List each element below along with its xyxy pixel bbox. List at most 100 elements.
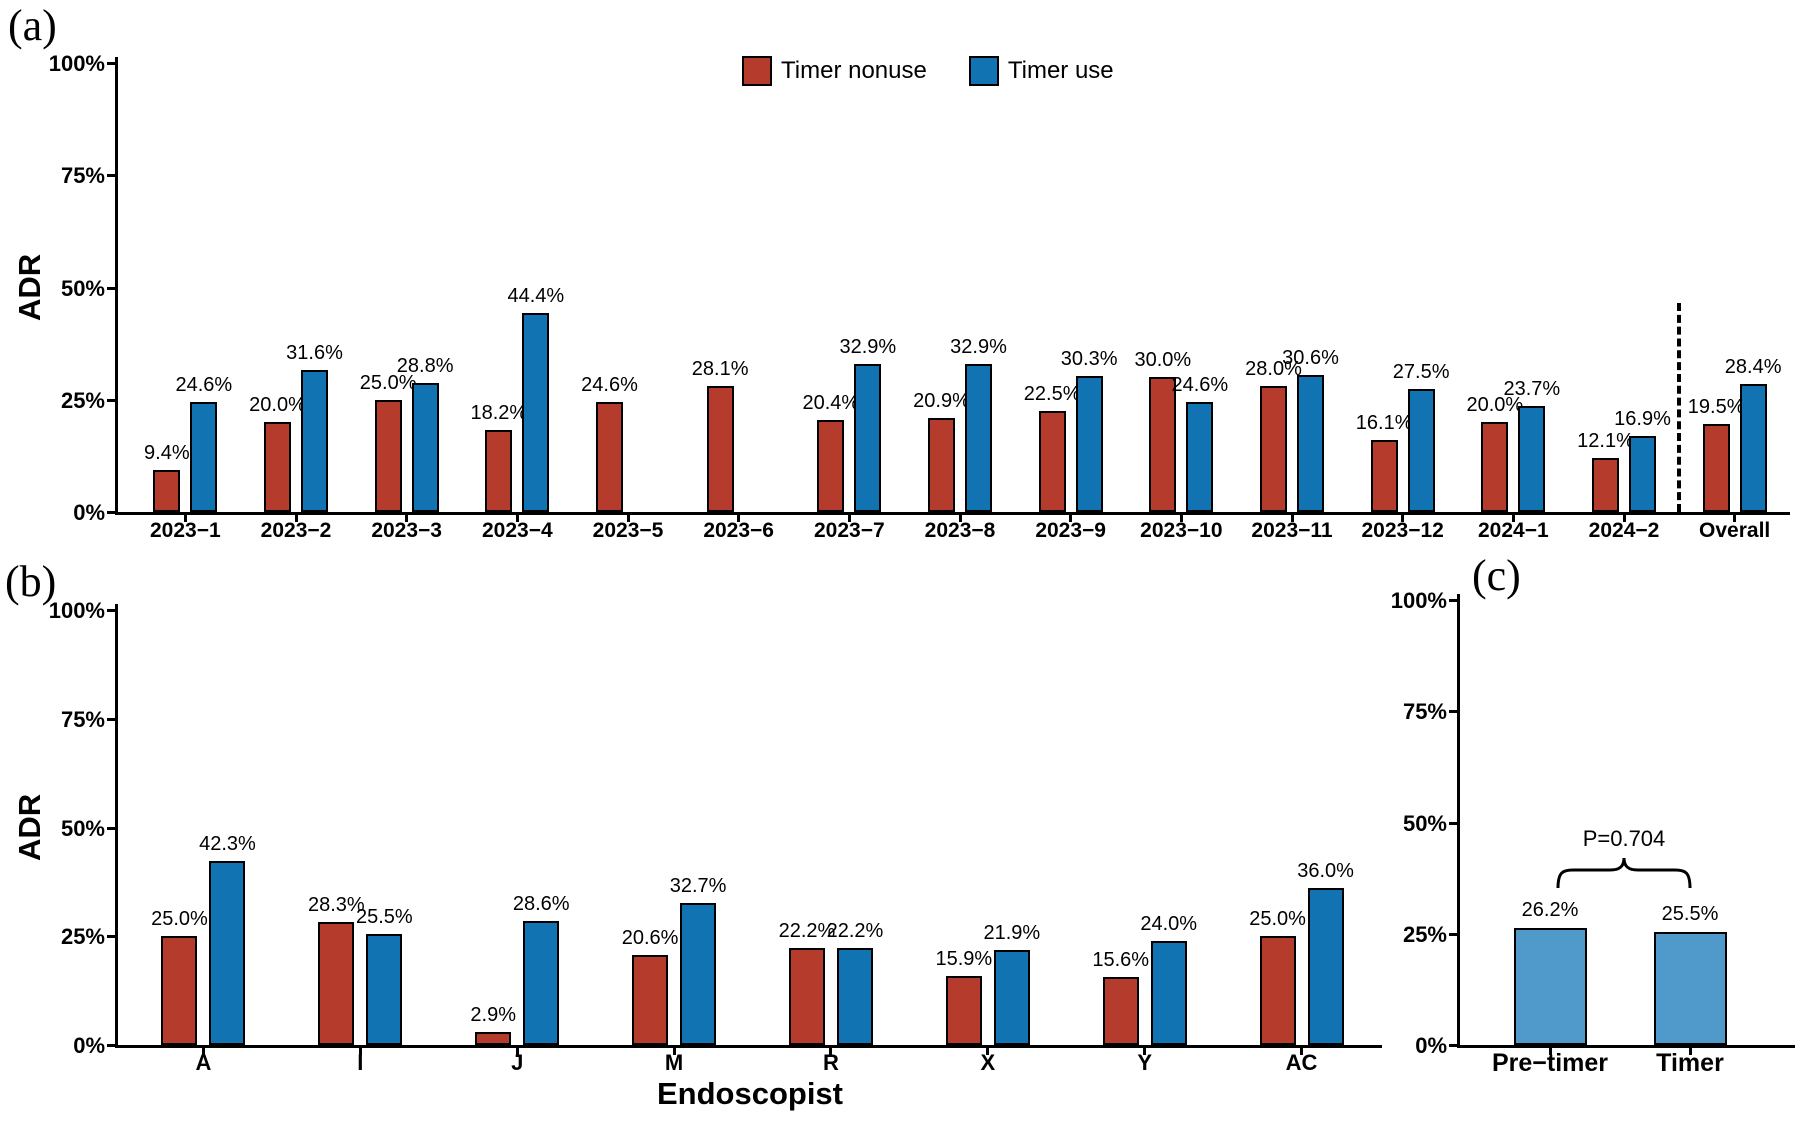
- monthly-bar-value-label: 24.6%: [175, 373, 233, 396]
- monthly-bar-value-label: 20.4%: [802, 392, 860, 415]
- monthly-bar-timer-nonuse: [374, 399, 402, 512]
- endoscopist-y-tick: [107, 609, 116, 612]
- monthly-y-tick-label: 25%: [60, 387, 105, 413]
- monthly-y-tick-label: 50%: [60, 275, 105, 301]
- monthly-y-tick: [107, 62, 116, 65]
- monthly-x-tick-label: 2023−10: [1140, 519, 1223, 542]
- endoscopist-y-axis-line: [115, 604, 118, 1048]
- monthly-x-tick: [958, 514, 962, 522]
- timer-use-swatch-icon: [968, 56, 999, 86]
- monthly-x-tick: [1622, 514, 1626, 522]
- monthly-y-tick: [107, 286, 116, 290]
- monthly-bar-timer-nonuse: [1370, 439, 1398, 512]
- pre_post-summary-bar: [1653, 931, 1727, 1045]
- monthly-x-tick: [1179, 514, 1183, 522]
- monthly-x-tick: [847, 514, 851, 522]
- monthly-x-tick: [737, 514, 741, 522]
- monthly-x-tick: [1069, 514, 1073, 522]
- endoscopist-bar-value-label: 24.0%: [1140, 912, 1198, 935]
- monthly-bar-timer-use: [190, 401, 218, 512]
- endoscopist-x-tick: [672, 1047, 676, 1055]
- monthly-bar-timer-nonuse: [264, 422, 291, 512]
- endoscopist-x-tick-label: M: [664, 1050, 684, 1075]
- pre_post-x-tick: [1548, 1047, 1552, 1055]
- monthly-bar-timer-use: [1739, 384, 1767, 512]
- endoscopist-bar-value-label: 28.6%: [512, 892, 570, 915]
- monthly-x-tick-label: 2024−1: [1477, 519, 1549, 542]
- monthly-x-tick-label: 2023−7: [813, 519, 885, 542]
- monthly-bar-value-label: 27.5%: [1392, 360, 1450, 383]
- monthly-x-axis-line: [115, 512, 1790, 515]
- monthly-x-tick: [626, 514, 630, 522]
- monthly-bar-timer-use: [1186, 401, 1214, 512]
- timer-nonuse-swatch-icon: [742, 56, 772, 86]
- endoscopist-x-tick: [1143, 1047, 1147, 1055]
- endoscopist-x-tick-label: X: [980, 1050, 996, 1075]
- monthly-x-tick-label: 2023−11: [1251, 519, 1333, 542]
- endoscopist-bar-value-label: 32.7%: [669, 874, 727, 897]
- monthly-bar-timer-use: [1629, 436, 1656, 512]
- pre_post-x-tick-label: Pre−timer: [1491, 1049, 1609, 1077]
- monthly-x-tick: [515, 514, 519, 522]
- monthly-x-tick-label: 2023−6: [703, 519, 774, 542]
- endoscopist-bar-value-label: 21.9%: [983, 921, 1041, 944]
- monthly-bar-value-label: 30.3%: [1060, 347, 1118, 370]
- endoscopist-x-tick-label: I: [357, 1050, 364, 1075]
- endoscopist-bar-value-label: 25.5%: [355, 906, 413, 929]
- monthly-y-tick-label: 75%: [60, 163, 105, 189]
- endoscopist-bar-timer-use: [523, 920, 560, 1045]
- endoscopist-bar-value-label: 15.9%: [935, 947, 993, 970]
- pre_post-y-tick: [1449, 1044, 1458, 1047]
- monthly-bar-value-label: 28.0%: [1245, 358, 1302, 381]
- monthly-bar-value-label: 28.4%: [1724, 356, 1782, 379]
- endoscopist-bar-timer-nonuse: [161, 936, 198, 1045]
- pre_post-y-tick: [1449, 599, 1458, 602]
- pre_post-y-tick: [1449, 821, 1458, 825]
- pre_post-y-tick-label: 100%: [1390, 588, 1447, 613]
- monthly-bar-value-label: 20.0%: [249, 394, 306, 417]
- monthly-bar-value-label: 16.1%: [1355, 411, 1413, 434]
- monthly-bar-value-label: 25.0%: [359, 371, 417, 394]
- endoscopist-y-tick-label: 75%: [60, 706, 105, 732]
- pre_post-x-axis-line: [1457, 1045, 1795, 1048]
- monthly-bar-value-label: 44.4%: [507, 284, 565, 307]
- endoscopist-bar-timer-use: [366, 934, 403, 1045]
- endoscopist-x-tick: [1300, 1047, 1304, 1055]
- monthly-bar-timer-nonuse: [817, 420, 845, 512]
- monthly-bar-value-label: 19.5%: [1687, 396, 1745, 419]
- endoscopist-y-tick: [107, 717, 116, 721]
- monthly-x-tick: [1290, 514, 1294, 522]
- monthly-bar-timer-use: [301, 370, 328, 512]
- endoscopist-bar-timer-nonuse: [1102, 977, 1139, 1045]
- endoscopist-bar-timer-nonuse: [788, 948, 825, 1045]
- monthly-bar-timer-use: [854, 364, 882, 512]
- monthly-x-tick-label: 2023−2: [260, 519, 332, 542]
- monthly-bar-timer-nonuse: [706, 385, 734, 512]
- pre_post-y-tick-label: 0%: [1415, 1033, 1447, 1058]
- monthly-bar-timer-nonuse: [928, 418, 955, 512]
- pre_post-x-tick-label: Timer: [1656, 1049, 1724, 1077]
- monthly-bar-timer-nonuse: [1592, 457, 1619, 512]
- monthly-bar-value-label: 30.0%: [1134, 349, 1192, 372]
- monthly-bar-value-label: 28.1%: [691, 357, 749, 380]
- monthly-bar-timer-use: [1518, 405, 1546, 512]
- monthly-x-tick-label: 2023−8: [924, 519, 996, 542]
- pre_post-y-tick-label: 50%: [1402, 810, 1447, 836]
- endoscopist-x-tick-label: J: [511, 1050, 524, 1075]
- endoscopist-bar-timer-use: [836, 948, 873, 1045]
- endoscopist-bar-value-label: 36.0%: [1297, 860, 1354, 883]
- monthly-bar-timer-use: [1075, 375, 1103, 512]
- pre_post-y-tick-label: 75%: [1402, 699, 1447, 725]
- panel-a-label: (a): [8, 1, 57, 50]
- monthly-x-tick-label: 2024−2: [1588, 519, 1660, 542]
- endoscopist-bar-timer-nonuse: [1259, 936, 1296, 1045]
- monthly-bar-timer-use: [965, 364, 992, 512]
- endoscopist-bar-value-label: 22.2%: [778, 920, 836, 943]
- endoscopist-x-tick: [515, 1047, 519, 1055]
- monthly-bar-value-label: 20.0%: [1466, 394, 1524, 417]
- monthly-x-tick-label: 2023−4: [481, 519, 553, 542]
- endoscopist-bar-timer-nonuse: [318, 921, 355, 1045]
- monthly-bar-timer-nonuse: [1038, 410, 1066, 512]
- pre_post-y-axis-line: [1457, 594, 1460, 1048]
